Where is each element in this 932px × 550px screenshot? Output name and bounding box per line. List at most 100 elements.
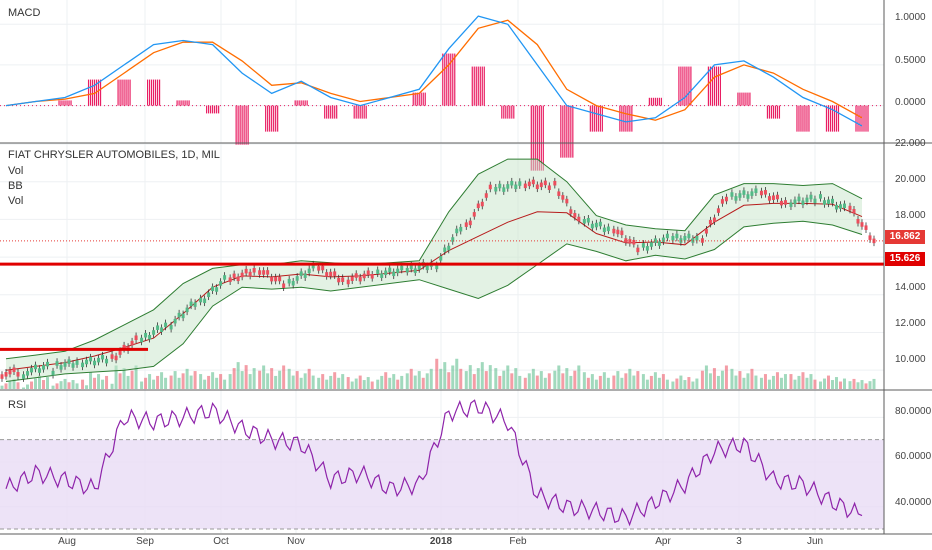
candle-body [118,350,122,355]
volume-bar [720,370,724,389]
volume-bar [317,377,321,389]
macd-panel[interactable] [0,15,884,171]
volume-bar [223,379,227,389]
rsi-panel[interactable] [0,399,884,530]
candle-body [590,223,594,229]
price-tick: 18.000 [895,210,926,221]
candle-body [498,183,502,189]
candle-body [160,327,164,332]
candle-body [506,184,510,189]
volume-bar [484,371,488,389]
candle-body [443,247,447,253]
candle-body [311,263,315,269]
candle-body [738,193,742,198]
candle-body [392,271,396,277]
candle-body [523,183,527,189]
volume-bar [675,378,679,389]
candle-body [645,246,649,251]
candle-body [679,238,683,243]
candle-body [252,268,256,273]
candle-body [236,276,240,282]
volume-bar [258,370,262,389]
x-tick: Apr [655,536,671,547]
candle-body [455,228,459,234]
candle-body [730,192,734,197]
candle-body [122,344,126,350]
candle-body [169,324,173,330]
volume-bar [42,380,46,389]
volume-bar [443,362,447,389]
volume-bar [868,381,872,389]
candle-body [388,267,392,273]
volume-bar [232,368,236,389]
volume-bar [248,374,252,389]
volume-bar [746,373,750,389]
volume-bar [435,358,439,389]
volume-bar [55,383,59,389]
volume-bar [459,368,463,389]
volume-bar [164,377,168,389]
volume-bar [771,375,775,389]
legend-vol-1: Vol [8,165,24,177]
volume-bar [759,377,763,389]
volume-bar [535,375,539,389]
volume-bar [152,379,156,389]
volume-bar [236,362,240,389]
x-tick: 3 [736,536,742,547]
price-tick: 12.000 [895,318,926,329]
volume-bar [358,375,362,389]
volume-bar [384,372,388,389]
volume-bar [649,375,653,389]
volume-bar [852,378,856,389]
candle-body [405,268,409,273]
candle-body [317,266,321,271]
candle-body [282,283,286,288]
rsi-tick: 80.0000 [895,406,932,417]
volume-bar [278,370,282,389]
volume-bar [89,372,93,389]
volume-bar [716,375,720,389]
candle-body [101,354,105,360]
volume-bar [864,383,868,389]
volume-bar [498,375,502,389]
volume-bar [793,379,797,389]
volume-bar [586,377,590,389]
candle-body [42,365,46,370]
volume-bar [417,371,421,389]
volume-bar [494,368,498,389]
volume-bar [704,365,708,389]
candle-body [539,182,543,188]
volume-bar [750,368,754,389]
volume-bar [126,375,130,389]
volume-bar [189,375,193,389]
price-tick: 10.000 [895,354,926,365]
volume-bar [502,370,506,389]
candle-body [488,184,492,190]
volume-bar [679,375,683,389]
candle-body [110,354,114,359]
candle-body [89,356,93,362]
candle-body [207,292,211,298]
volume-bar [354,378,358,389]
volume-bar [447,372,451,389]
candle-body [185,307,189,313]
candle-body [557,191,561,196]
volume-bar [872,378,876,389]
volume-bar [801,372,805,389]
volume-bar [85,385,89,389]
legend-bb: BB [8,180,23,192]
legend-vol-2: Vol [8,195,24,207]
volume-bar [274,375,278,389]
candle-body [248,271,252,277]
macd-signal-line [5,19,863,121]
candle-body [616,229,620,235]
candle-body [809,194,813,200]
volume-bar [199,374,203,389]
price-panel[interactable] [0,158,884,389]
volume-bar [12,378,16,389]
candle-body [46,361,50,367]
volume-bar [118,373,122,389]
volume-bar [657,377,661,389]
candle-body [856,219,860,224]
candle-body [223,275,227,280]
